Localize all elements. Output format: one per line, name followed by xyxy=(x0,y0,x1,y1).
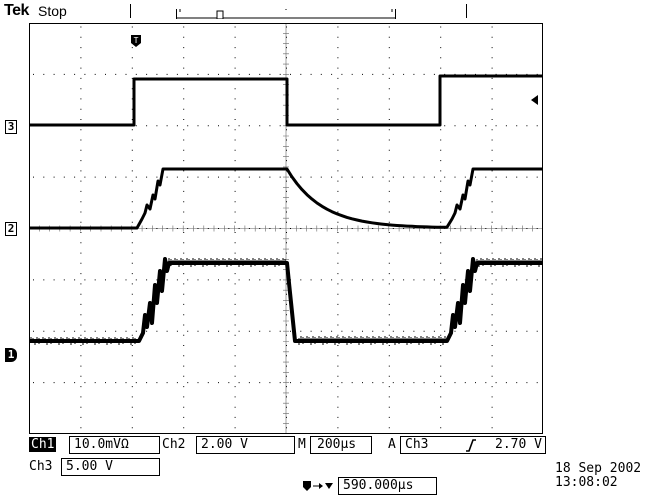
ch2-trace xyxy=(29,167,543,230)
trigger-level: 2.70 V xyxy=(495,437,542,452)
ch1-scale-readout[interactable]: 10.0mVΩ xyxy=(69,436,160,454)
brand-logo: Tek xyxy=(4,2,29,19)
date-stamp: 18 Sep 2002 xyxy=(555,461,642,476)
trigger-position-icon: T xyxy=(131,35,141,47)
trigger-mode: A xyxy=(388,437,396,452)
ch1-label[interactable]: Ch1 xyxy=(29,437,57,452)
trigger-to-position-icon xyxy=(303,481,333,491)
ch3-scale-readout[interactable]: 5.00 V xyxy=(61,458,160,476)
channel-3-marker[interactable]: 3 xyxy=(5,120,17,134)
ch2-scale-readout[interactable]: 2.00 V xyxy=(196,436,295,454)
waveform-display[interactable] xyxy=(29,23,543,434)
timebase-label: M xyxy=(298,437,306,452)
waveform-traces xyxy=(29,74,543,345)
rising-edge-icon xyxy=(466,439,476,452)
channel-2-marker[interactable]: 2 xyxy=(5,222,17,236)
status-divider xyxy=(466,4,467,18)
trigger-level-icon xyxy=(531,95,538,105)
svg-text:T: T xyxy=(134,36,139,45)
ch3-trace xyxy=(29,74,543,127)
ch3-label[interactable]: Ch3 xyxy=(29,459,53,474)
trigger-readout[interactable]: Ch3 2.70 V xyxy=(400,436,546,454)
timebase-readout[interactable]: 200µs xyxy=(310,436,372,454)
status-divider xyxy=(130,4,131,18)
ch2-label[interactable]: Ch2 xyxy=(162,437,186,452)
acquisition-state: Stop xyxy=(38,3,67,19)
time-stamp: 13:08:02 xyxy=(555,475,618,490)
ch1-noise xyxy=(29,258,542,345)
trigger-source: Ch3 xyxy=(405,437,429,452)
ch1-trace xyxy=(29,257,543,343)
channel-1-marker[interactable]: 1 xyxy=(5,348,17,362)
horizontal-position-readout[interactable]: 590.000µs xyxy=(338,477,437,495)
record-view-bar xyxy=(176,9,396,19)
